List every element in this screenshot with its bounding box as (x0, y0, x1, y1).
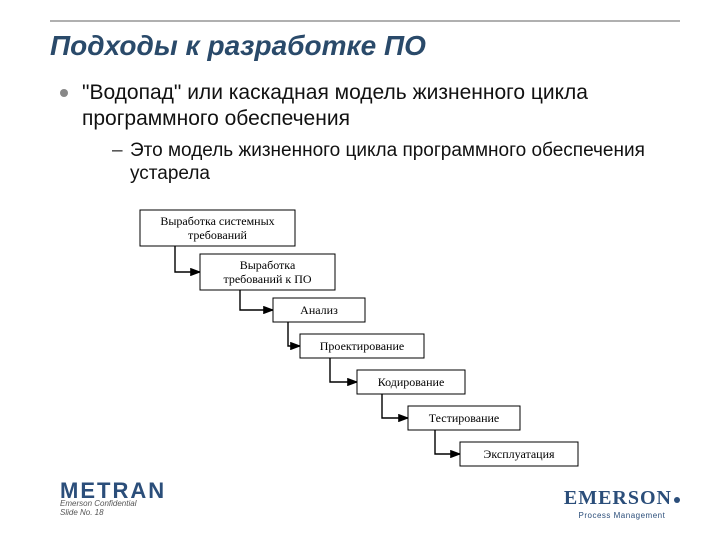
waterfall-diagram: Выработка системныхтребованийВыработкатр… (130, 205, 610, 470)
slide: Подходы к разработке ПО "Водопад" или ка… (0, 0, 720, 540)
flow-edge (175, 246, 200, 272)
confidential-note: Emerson Confidential Slide No. 18 (60, 500, 136, 518)
footer: METRAN Emerson Confidential Slide No. 18… (50, 473, 680, 528)
slide-title: Подходы к разработке ПО (50, 30, 426, 62)
flow-edge (382, 394, 408, 418)
flow-node-label: Кодирование (378, 375, 445, 389)
bullet-list: "Водопад" или каскадная модель жизненног… (60, 80, 670, 186)
flow-node-label: Анализ (300, 303, 338, 317)
bullet-sub-list: Это модель жизненного цикла программного… (112, 139, 670, 187)
bullet-sub: Это модель жизненного цикла программного… (112, 139, 670, 187)
flow-node-label: Тестирование (429, 411, 500, 425)
waterfall-svg: Выработка системныхтребованийВыработкатр… (130, 205, 610, 470)
bullet-sub-text: Это модель жизненного цикла программного… (130, 140, 645, 185)
flow-edge (330, 358, 357, 382)
emerson-word-text: EMERSON (564, 487, 672, 509)
flow-edge (288, 322, 300, 346)
bullet-main: "Водопад" или каскадная модель жизненног… (60, 80, 670, 186)
flow-edge (240, 290, 273, 310)
confidential-line2: Slide No. 18 (60, 509, 136, 518)
emerson-logo: EMERSON Process Management (564, 487, 680, 520)
emerson-subline: Process Management (564, 511, 680, 520)
emerson-wordmark: EMERSON (564, 487, 680, 510)
flow-node-label: Проектирование (320, 339, 404, 353)
top-rule (50, 20, 680, 22)
slide-body: "Водопад" или каскадная модель жизненног… (60, 80, 670, 192)
bullet-main-text: "Водопад" или каскадная модель жизненног… (82, 81, 588, 130)
flow-edge (435, 430, 460, 454)
emerson-dot-icon (674, 497, 680, 503)
flow-node-label: Эксплуатация (483, 447, 555, 461)
